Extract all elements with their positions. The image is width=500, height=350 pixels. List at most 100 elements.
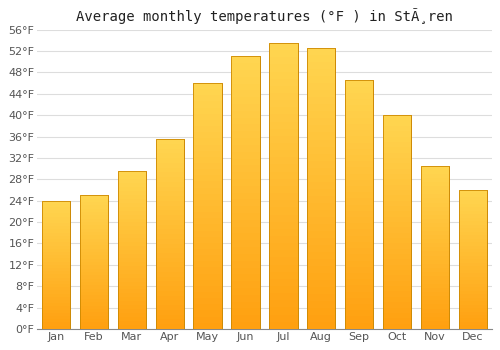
- Bar: [420, 276, 449, 280]
- Bar: [156, 158, 184, 163]
- Bar: [232, 233, 260, 240]
- Bar: [42, 300, 70, 303]
- Bar: [458, 190, 487, 329]
- Bar: [42, 290, 70, 294]
- Bar: [383, 318, 411, 323]
- Bar: [420, 260, 449, 264]
- Bar: [458, 245, 487, 249]
- Bar: [42, 220, 70, 223]
- Bar: [383, 286, 411, 292]
- Bar: [80, 249, 108, 252]
- Bar: [80, 198, 108, 202]
- Bar: [118, 199, 146, 203]
- Bar: [458, 228, 487, 232]
- Bar: [232, 213, 260, 220]
- Bar: [156, 320, 184, 324]
- Bar: [194, 280, 222, 286]
- Bar: [42, 233, 70, 236]
- Bar: [232, 254, 260, 261]
- Bar: [194, 163, 222, 169]
- Bar: [345, 99, 374, 105]
- Bar: [269, 307, 298, 315]
- Bar: [42, 294, 70, 297]
- Bar: [307, 189, 336, 196]
- Bar: [269, 200, 298, 208]
- Bar: [420, 272, 449, 276]
- Bar: [156, 172, 184, 177]
- Bar: [458, 249, 487, 252]
- Bar: [194, 304, 222, 310]
- Bar: [232, 227, 260, 233]
- Bar: [383, 265, 411, 270]
- Bar: [42, 303, 70, 307]
- Bar: [269, 43, 298, 329]
- Bar: [156, 244, 184, 248]
- Bar: [383, 142, 411, 147]
- Bar: [420, 198, 449, 203]
- Bar: [420, 321, 449, 325]
- Bar: [156, 201, 184, 205]
- Bar: [345, 130, 374, 136]
- Bar: [307, 231, 336, 238]
- Bar: [383, 115, 411, 329]
- Bar: [80, 252, 108, 256]
- Bar: [80, 299, 108, 302]
- Bar: [307, 238, 336, 245]
- Bar: [118, 286, 146, 289]
- Bar: [307, 273, 336, 280]
- Bar: [118, 321, 146, 325]
- Bar: [42, 271, 70, 274]
- Bar: [269, 322, 298, 329]
- Bar: [118, 289, 146, 293]
- Bar: [269, 93, 298, 100]
- Bar: [458, 214, 487, 218]
- Bar: [156, 324, 184, 329]
- Bar: [194, 157, 222, 163]
- Bar: [118, 262, 146, 266]
- Bar: [420, 235, 449, 239]
- Bar: [118, 278, 146, 282]
- Bar: [80, 286, 108, 289]
- Bar: [156, 220, 184, 225]
- Bar: [156, 182, 184, 187]
- Bar: [383, 158, 411, 163]
- Bar: [156, 286, 184, 291]
- Bar: [383, 115, 411, 329]
- Bar: [80, 269, 108, 272]
- Bar: [420, 203, 449, 206]
- Bar: [42, 245, 70, 249]
- Bar: [345, 105, 374, 111]
- Bar: [383, 174, 411, 179]
- Bar: [42, 326, 70, 329]
- Bar: [458, 256, 487, 259]
- Bar: [269, 50, 298, 57]
- Bar: [420, 186, 449, 190]
- Bar: [194, 249, 222, 255]
- Bar: [80, 315, 108, 319]
- Bar: [194, 310, 222, 317]
- Bar: [307, 210, 336, 217]
- Bar: [307, 203, 336, 210]
- Bar: [458, 294, 487, 298]
- Bar: [118, 301, 146, 305]
- Bar: [345, 111, 374, 118]
- Bar: [383, 126, 411, 131]
- Bar: [458, 218, 487, 221]
- Bar: [194, 83, 222, 329]
- Bar: [80, 282, 108, 286]
- Bar: [232, 193, 260, 200]
- Bar: [420, 280, 449, 284]
- Bar: [194, 126, 222, 132]
- Bar: [156, 196, 184, 201]
- Bar: [345, 142, 374, 149]
- Bar: [80, 272, 108, 275]
- Bar: [269, 293, 298, 300]
- Bar: [118, 195, 146, 199]
- Bar: [307, 48, 336, 329]
- Bar: [345, 80, 374, 86]
- Bar: [42, 258, 70, 261]
- Bar: [345, 149, 374, 155]
- Bar: [194, 267, 222, 274]
- Bar: [194, 286, 222, 292]
- Bar: [458, 207, 487, 211]
